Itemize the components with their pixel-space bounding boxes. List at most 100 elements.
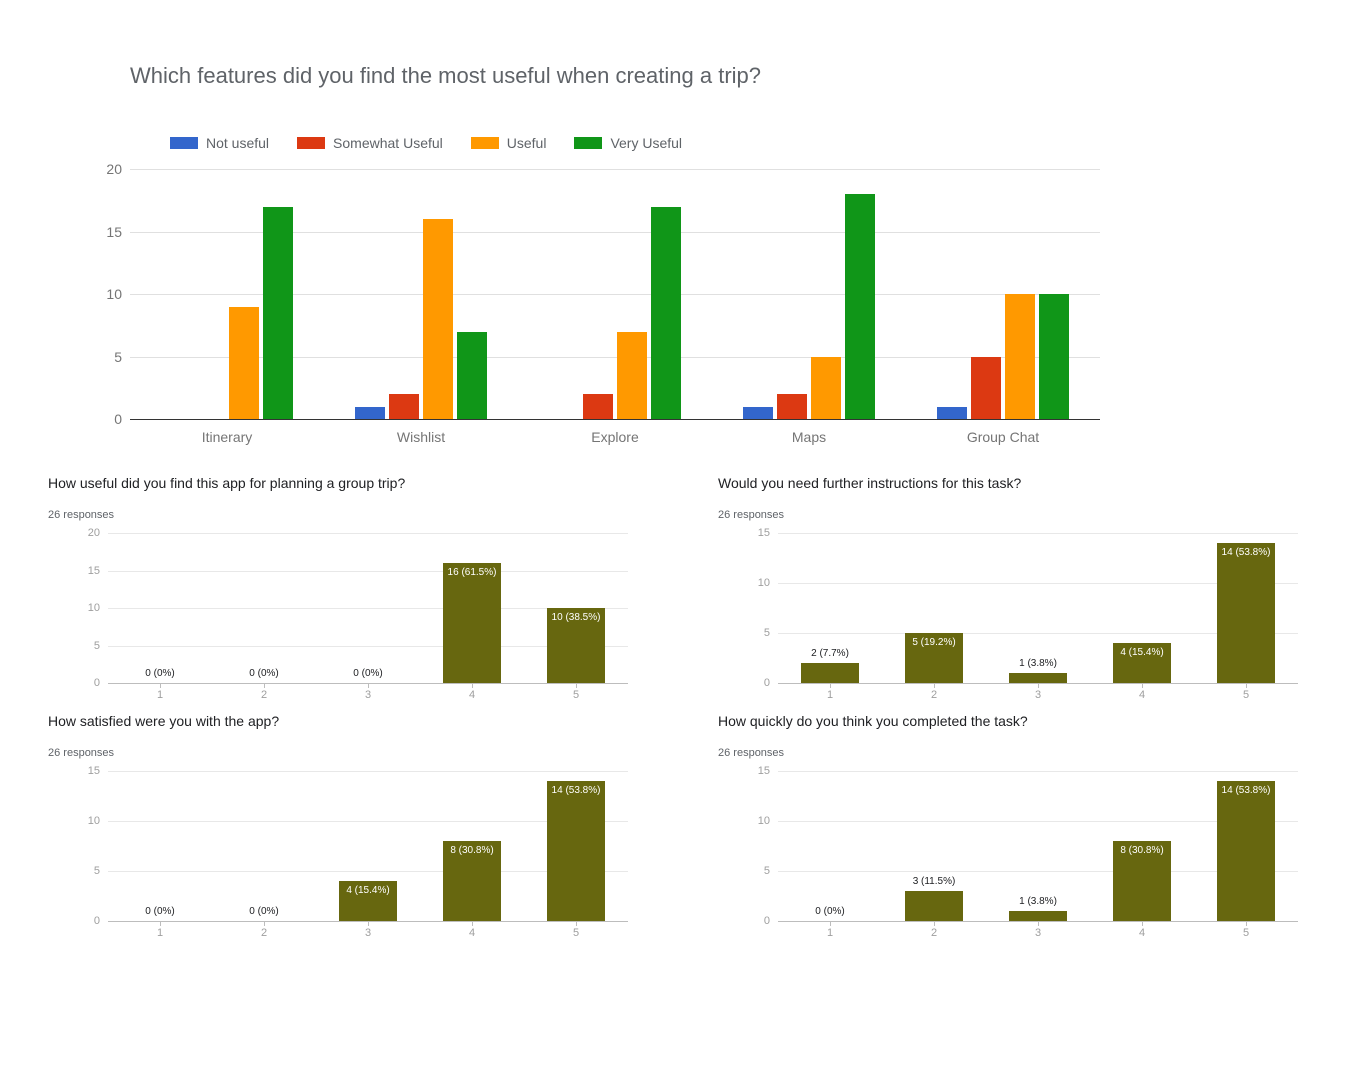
small-chart-xtick (160, 921, 161, 926)
small-chart-slot: 14 (53.8%)5 (524, 771, 628, 921)
small-chart-slot: 1 (3.8%)3 (986, 533, 1090, 683)
small-chart-xtick (1246, 683, 1247, 688)
small-chart-slot: 14 (53.8%)5 (1194, 533, 1298, 683)
page: Which features did you find the most use… (0, 0, 1358, 1080)
small-chart-bars: 0 (0%)10 (0%)20 (0%)316 (61.5%)410 (38.5… (108, 533, 628, 683)
top-chart-category-label: Group Chat (967, 429, 1039, 445)
small-chart-slot: 10 (38.5%)5 (524, 533, 628, 683)
small-chart-title: How quickly do you think you completed t… (718, 713, 1308, 729)
small-chart-ytick-label: 20 (88, 527, 100, 539)
small-chart-xtick (830, 683, 831, 688)
small-chart-title: How useful did you find this app for pla… (48, 475, 638, 491)
small-chart-bar-label: 0 (0%) (145, 668, 174, 679)
small-chart-xtick-label: 2 (931, 689, 937, 701)
top-chart-ytick-label: 20 (106, 161, 122, 177)
small-chart-xtick (934, 683, 935, 688)
small-chart-slot: 0 (0%)1 (108, 771, 212, 921)
top-chart-group: Itinerary (130, 169, 324, 419)
small-chart-xtick-label: 3 (1035, 927, 1041, 939)
small-chart-slot: 5 (19.2%)2 (882, 533, 986, 683)
small-chart-xtick-label: 5 (1243, 927, 1249, 939)
small-chart-bars: 0 (0%)10 (0%)24 (15.4%)38 (30.8%)414 (53… (108, 771, 628, 921)
legend-label: Useful (507, 135, 547, 151)
top-chart-bar (1039, 294, 1069, 419)
small-chart-bar-label: 8 (30.8%) (1120, 845, 1163, 856)
small-chart-bar: 5 (19.2%) (905, 633, 962, 683)
small-chart-ytick-label: 0 (94, 915, 100, 927)
small-chart-bar-label: 0 (0%) (249, 668, 278, 679)
small-chart-xtick-label: 1 (827, 927, 833, 939)
small-chart-xtick (160, 683, 161, 688)
small-chart-ytick-label: 5 (764, 865, 770, 877)
legend-item: Somewhat Useful (297, 135, 443, 151)
top-chart-title: Which features did you find the most use… (130, 63, 1278, 89)
top-chart-group: Wishlist (324, 169, 518, 419)
small-chart-xtick (934, 921, 935, 926)
top-chart-category-label: Wishlist (397, 429, 445, 445)
small-chart-responses: 26 responses (718, 747, 1308, 759)
legend-swatch (471, 137, 499, 149)
small-chart-ytick-label: 15 (758, 765, 770, 777)
small-chart-xtick (576, 921, 577, 926)
top-chart-category-label: Itinerary (202, 429, 253, 445)
top-chart-bar (937, 407, 967, 420)
small-chart-xtick (576, 683, 577, 688)
legend-item: Very Useful (574, 135, 682, 151)
small-chart-bar: 10 (38.5%) (547, 608, 604, 683)
small-chart-bar-label: 4 (15.4%) (1120, 647, 1163, 658)
top-chart-ytick-label: 10 (106, 286, 122, 302)
small-chart-xtick (264, 683, 265, 688)
top-grouped-bar-chart: 05101520ItineraryWishlistExploreMapsGrou… (130, 119, 1100, 419)
top-chart-group: Maps (712, 169, 906, 419)
small-chart-slot: 2 (7.7%)1 (778, 533, 882, 683)
small-chart-bar: 4 (15.4%) (1113, 643, 1170, 683)
small-chart-bar: 14 (53.8%) (547, 781, 604, 921)
top-chart-category-label: Maps (792, 429, 826, 445)
top-chart-ytick-label: 0 (114, 411, 122, 427)
small-chart-title: How satisfied were you with the app? (48, 713, 638, 729)
small-chart-ytick-label: 15 (758, 527, 770, 539)
small-chart-slot: 4 (15.4%)4 (1090, 533, 1194, 683)
small-chart-xtick (1038, 921, 1039, 926)
small-chart-plot: 0510150 (0%)10 (0%)24 (15.4%)38 (30.8%)4… (108, 771, 628, 921)
small-chart-ytick-label: 5 (94, 640, 100, 652)
top-chart-bar (423, 219, 453, 419)
small-chart-xtick (368, 921, 369, 926)
top-chart-bar (229, 307, 259, 420)
top-chart-ytick-label: 5 (114, 349, 122, 365)
small-chart-ytick-label: 0 (764, 677, 770, 689)
small-chart-bar-label: 0 (0%) (249, 906, 278, 917)
small-chart-responses: 26 responses (48, 747, 638, 759)
small-chart-bar-label: 5 (19.2%) (912, 637, 955, 648)
small-chart: How useful did you find this app for pla… (48, 475, 638, 683)
top-chart-bar (743, 407, 773, 420)
legend-swatch (170, 137, 198, 149)
small-chart-bar-label: 0 (0%) (145, 906, 174, 917)
small-chart-bar: 14 (53.8%) (1217, 543, 1274, 683)
legend-label: Somewhat Useful (333, 135, 443, 151)
small-chart-xtick-label: 3 (1035, 689, 1041, 701)
small-chart-bar: 8 (30.8%) (443, 841, 500, 921)
small-chart-xtick (1038, 683, 1039, 688)
small-chart-xtick (264, 921, 265, 926)
top-chart-bar (355, 407, 385, 420)
small-chart-bar-label: 10 (38.5%) (552, 612, 601, 623)
small-chart-ytick-label: 10 (88, 602, 100, 614)
small-chart-slot: 16 (61.5%)4 (420, 533, 524, 683)
top-chart-bar (1005, 294, 1035, 419)
small-chart-slot: 0 (0%)2 (212, 771, 316, 921)
small-chart-bar: 16 (61.5%) (443, 563, 500, 683)
small-chart-xtick-label: 4 (469, 927, 475, 939)
small-chart-slot: 0 (0%)1 (778, 771, 882, 921)
small-chart-bar-label: 3 (11.5%) (913, 876, 956, 887)
small-chart-slot: 8 (30.8%)4 (1090, 771, 1194, 921)
small-chart-ytick-label: 5 (94, 865, 100, 877)
small-chart-responses: 26 responses (48, 509, 638, 521)
legend-item: Not useful (170, 135, 269, 151)
small-chart-bar-label: 2 (7.7%) (811, 648, 849, 659)
small-chart-plot: 051015200 (0%)10 (0%)20 (0%)316 (61.5%)4… (108, 533, 628, 683)
small-chart-xtick-label: 2 (261, 927, 267, 939)
top-chart-category-label: Explore (591, 429, 638, 445)
small-chart-bar: 4 (15.4%) (339, 881, 396, 921)
small-chart-ytick-label: 0 (764, 915, 770, 927)
